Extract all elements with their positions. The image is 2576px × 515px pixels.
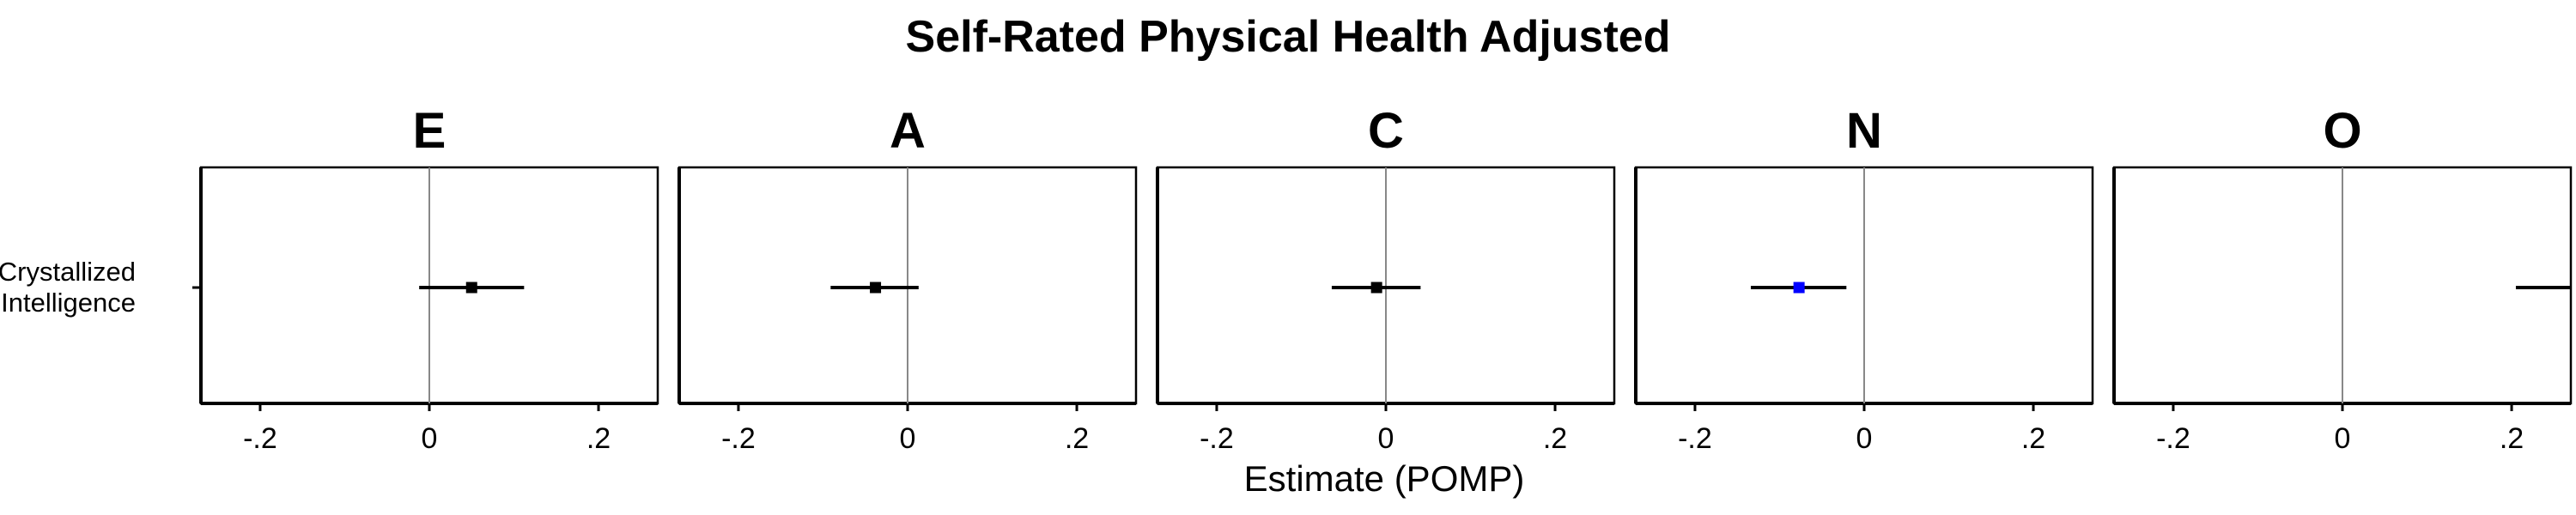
facet-panels: E -.2 0 .2 A -.2 0 .2 C -.2 0 .2 N -.2 0 .2 O -.2 0 .2 [199,103,2573,455]
facet-label: E [413,103,447,159]
x-axis-title: Estimate (POMP) [1244,458,1525,499]
facet-label: C [1368,103,1404,159]
x-tick-label: -.2 [2156,422,2190,455]
x-tick-label: -.2 [243,422,277,455]
point-estimate [1793,282,1805,294]
facet-panel-o: O -.2 0 .2 [2112,103,2573,455]
x-tick-label: -.2 [721,422,756,455]
x-tick-label: .2 [2500,422,2524,455]
y-category-label-line: Crystallized [0,257,136,287]
facet-label: N [1846,103,1882,159]
x-tick-label: 0 [2335,422,2351,455]
x-tick-label: 0 [1856,422,1873,455]
x-tick-label: 0 [900,422,916,455]
point-estimate [870,282,882,294]
chart-title: Self-Rated Physical Health Adjusted [906,12,1671,62]
x-tick-label: .2 [2021,422,2045,455]
facet-label: O [2323,103,2361,159]
facet-panel-a: A -.2 0 .2 [677,103,1138,455]
y-axis-labels: Crystallized Intelligence [0,257,201,318]
x-tick-label: -.2 [1200,422,1234,455]
facet-label: A [890,103,926,159]
x-tick-label: 0 [422,422,438,455]
facet-panel-e: E -.2 0 .2 [199,103,659,455]
point-estimate [465,282,477,294]
y-category-label-line: Intelligence [1,288,136,318]
x-tick-label: .2 [1065,422,1089,455]
x-tick-label: 0 [1378,422,1394,455]
facet-panel-n: N -.2 0 .2 [1634,103,2094,455]
point-estimate [1370,282,1382,294]
y-category-label: Crystallized Intelligence [0,257,136,318]
facet-panel-c: C -.2 0 .2 [1156,103,1616,455]
x-tick-label: .2 [1543,422,1567,455]
x-tick-label: -.2 [1678,422,1712,455]
x-tick-label: .2 [586,422,611,455]
